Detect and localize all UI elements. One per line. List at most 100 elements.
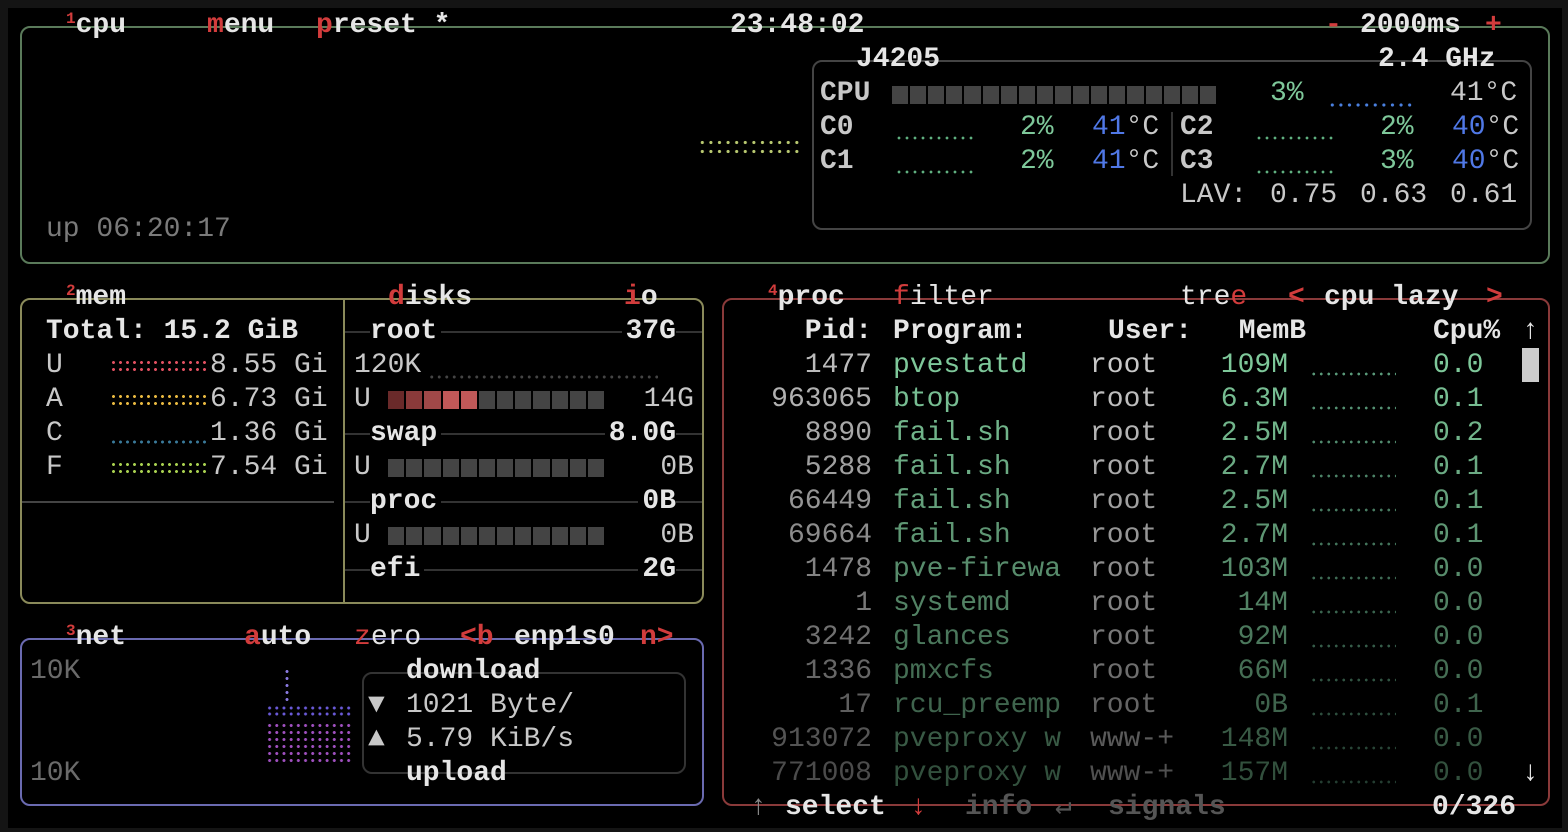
scroll-down-icon[interactable]: ↓ [1522, 758, 1539, 789]
interval-increase-button[interactable]: + [1485, 10, 1502, 41]
net-auto-toggle[interactable]: auto [244, 622, 312, 653]
mem-disks-divider [343, 298, 345, 604]
process-mem: 2.7M [1220, 452, 1288, 483]
disk-bar-segment [551, 391, 568, 409]
cpu-panel-title[interactable]: 1cpu [66, 9, 126, 43]
core-temp-value: 41 [1092, 112, 1126, 143]
disk-usage-bar [388, 391, 605, 409]
core-temp-unit: °C [1125, 112, 1160, 143]
sort-next-button[interactable]: > [1486, 282, 1503, 313]
disk-bar-segment [460, 391, 477, 409]
net-panel [20, 638, 704, 806]
interval-decrease-button[interactable]: - [1325, 10, 1342, 41]
process-cpu-graph [1310, 541, 1396, 547]
mem-row-graph [110, 393, 208, 409]
enter-icon: ↵ [1055, 792, 1072, 823]
col-user[interactable]: User: [1108, 316, 1193, 347]
process-cpu: 0.0 [1433, 656, 1484, 687]
disks-title[interactable]: disks [388, 282, 473, 313]
core-graph [895, 135, 975, 141]
cpu-bar-segment [964, 86, 981, 104]
process-program: btop [893, 384, 961, 415]
proc-filter-button[interactable]: filter [893, 282, 994, 313]
disk-separator [345, 501, 702, 503]
process-user: root [1090, 384, 1158, 415]
uptime: up 06:20:17 [46, 214, 231, 245]
disk-bar-segment [388, 391, 405, 409]
mem-row-label: F [46, 452, 63, 483]
process-user: root [1090, 418, 1158, 449]
mem-row-value: 1.36 Gi [210, 418, 328, 449]
cpu-title: cpu [75, 10, 127, 41]
process-mem: 66M [1237, 656, 1288, 687]
process-mem: 2.5M [1220, 418, 1288, 449]
process-program: pvestatd [893, 350, 1028, 381]
col-cpu[interactable]: Cpu% [1433, 316, 1501, 347]
disk-name: root [370, 315, 442, 349]
net-scale-top: 10K [30, 656, 81, 687]
select-up-icon[interactable]: ↑ [750, 792, 767, 823]
process-pid: 66449 [787, 486, 872, 517]
proc-panel-title[interactable]: 4proc [768, 281, 845, 315]
disk-usage-bar [388, 527, 605, 545]
process-mem: 2.5M [1220, 486, 1288, 517]
core-temp-unit: °C [1485, 112, 1520, 143]
disk-used: 0B [660, 520, 694, 551]
select-button[interactable]: select [785, 792, 886, 823]
process-user: root [1090, 690, 1158, 721]
process-cpu: 0.0 [1433, 622, 1484, 653]
process-program: pveproxy w [893, 724, 1062, 755]
core-label: C2 [1180, 112, 1214, 143]
info-button[interactable]: info [965, 792, 1033, 823]
disk-bar-segment [587, 459, 605, 477]
menu-button[interactable]: menu [207, 10, 275, 41]
net-panel-title[interactable]: 3net [66, 621, 126, 655]
signals-button[interactable]: signals [1108, 792, 1226, 823]
net-prev-interface[interactable]: <b [460, 622, 494, 653]
net-zero-toggle[interactable]: zero [354, 622, 422, 653]
sort-prev-button[interactable]: < [1288, 282, 1305, 313]
net-index: 3 [66, 622, 76, 640]
col-program[interactable]: Program: [893, 316, 1028, 347]
io-toggle[interactable]: io [624, 282, 658, 313]
cpu-bar-segment [1127, 86, 1144, 104]
download-label: download [406, 656, 541, 687]
process-user: root [1090, 452, 1158, 483]
disk-bar-segment [442, 391, 459, 409]
disk-separator [345, 433, 702, 435]
upload-icon: ▲ [368, 724, 385, 755]
net-next-interface[interactable]: n> [640, 622, 674, 653]
col-pid[interactable]: Pid: [804, 316, 872, 347]
core-percent: 2% [1020, 146, 1054, 177]
select-down-icon[interactable]: ↓ [910, 792, 927, 823]
preset-button[interactable]: preset * [316, 10, 451, 41]
proc-panel [722, 298, 1550, 806]
col-mem[interactable]: MemB [1238, 316, 1306, 347]
core-percent: 3% [1380, 146, 1414, 177]
mem-row-label: U [46, 350, 63, 381]
core-temp: 40°C [1452, 111, 1519, 145]
core-label: C3 [1180, 146, 1214, 177]
proc-tree-toggle[interactable]: tree [1180, 282, 1248, 313]
scrollbar-thumb[interactable] [1522, 348, 1539, 382]
cpu-bar-segment [910, 86, 927, 104]
net-title: net [75, 622, 127, 653]
disk-bar-segment [515, 391, 532, 409]
cpu-bar-segment [946, 86, 963, 104]
net-stats-panel [362, 672, 686, 774]
process-pid: 5288 [804, 452, 872, 483]
mem-row-value: 6.73 Gi [210, 384, 328, 415]
cpu-bar-segment [928, 86, 945, 104]
scroll-up-icon[interactable]: ↑ [1522, 316, 1539, 347]
cpu-bar-segment [1199, 86, 1216, 104]
core-percent: 2% [1380, 112, 1414, 143]
disk-bar-segment [424, 459, 441, 477]
upload-label: upload [406, 758, 507, 789]
process-cpu-graph [1310, 439, 1396, 445]
cpu-frequency: 2.4 GHz [1378, 44, 1496, 75]
process-program: pveproxy w [893, 758, 1062, 789]
mem-row-label: A [46, 384, 63, 415]
mem-panel-title[interactable]: 2mem [66, 281, 126, 315]
mem-row-graph [110, 461, 208, 477]
upload-rate: 5.79 KiB/s [406, 724, 575, 755]
